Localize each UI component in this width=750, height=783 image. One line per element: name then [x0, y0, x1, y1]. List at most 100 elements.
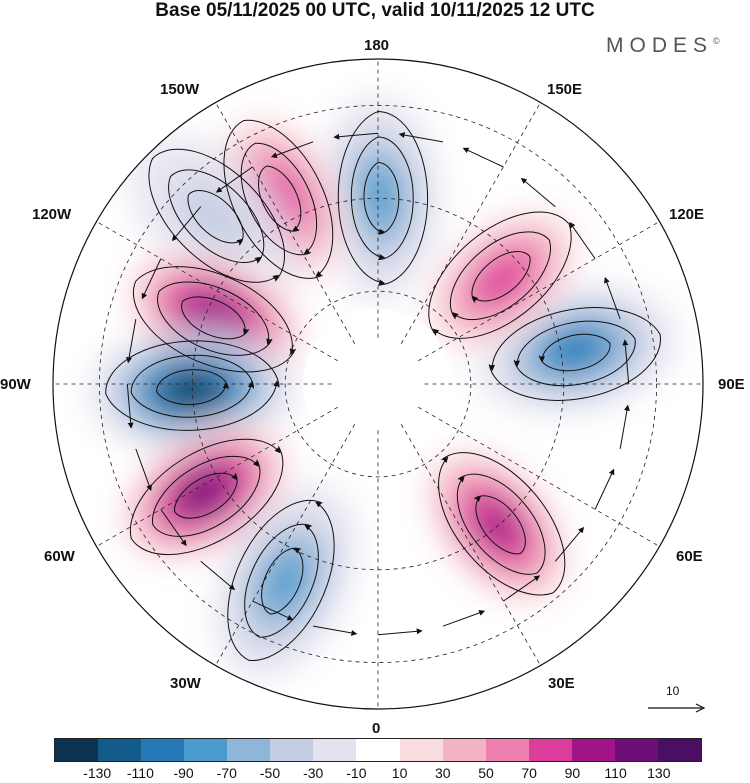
meridian-line	[215, 424, 356, 666]
colorbar-tick-label: -70	[216, 765, 237, 781]
wind-arrow	[141, 258, 162, 300]
meridian-line	[96, 406, 338, 547]
wind-arrow	[252, 600, 294, 621]
streamline	[181, 296, 249, 340]
wind-arrow	[604, 276, 621, 320]
streamline	[105, 340, 280, 431]
colorbar-bin	[98, 739, 142, 761]
meridian-line	[400, 102, 541, 344]
colorbar-bin	[485, 739, 529, 761]
streamline	[157, 281, 273, 356]
lon-label-90w: 90W	[0, 376, 31, 393]
colorbar-tick-label: -130	[83, 765, 112, 781]
streamline	[223, 119, 334, 279]
vector-reference-label: 10	[666, 684, 680, 698]
lon-label-60e: 60E	[676, 548, 703, 565]
wind-arrow	[622, 339, 630, 385]
colorbar-bin	[227, 739, 271, 761]
colorbar-bin	[614, 739, 658, 761]
wind-arrow	[554, 526, 585, 562]
wind-arrow	[270, 141, 314, 158]
colorbar-bin	[184, 739, 228, 761]
colorbar-bin	[657, 739, 701, 761]
lon-label-120e: 120E	[669, 206, 705, 223]
brand-text: MODES	[606, 34, 714, 57]
meridian-line	[215, 102, 356, 344]
polar-cap	[303, 309, 453, 459]
streamline	[438, 452, 566, 596]
streamline	[261, 547, 304, 615]
lon-label-120w: 120W	[32, 206, 72, 223]
colorbar-tick-label: 70	[521, 765, 537, 781]
graticule	[53, 59, 703, 709]
lon-label-90e: 90E	[718, 376, 745, 393]
colorbar-tick-label: -10	[346, 765, 367, 781]
lon-label-30w: 30W	[170, 675, 201, 692]
lon-label-0: 0	[372, 720, 381, 737]
streamline	[187, 190, 244, 246]
anomaly-field	[53, 59, 703, 709]
wind-arrow	[313, 625, 358, 636]
vector-reference-arrow	[648, 703, 706, 713]
streamline	[130, 354, 255, 418]
streamline	[363, 162, 400, 235]
colorbar-bin	[356, 739, 400, 761]
wind-arrow	[462, 147, 504, 168]
wind-arrow	[398, 132, 443, 143]
wind-arrow	[135, 448, 152, 492]
colorbar-bin	[442, 739, 486, 761]
registered-mark: ©	[713, 36, 720, 46]
colorbar-bin	[55, 739, 99, 761]
wind-arrow	[503, 575, 541, 602]
lon-label-30e: 30E	[548, 675, 575, 692]
wind-arrow	[333, 132, 379, 140]
streamline	[471, 251, 531, 303]
colorbar-tick-label: -50	[259, 765, 281, 781]
latitude-circle	[284, 290, 472, 478]
streamline	[132, 266, 296, 373]
streamline	[350, 136, 414, 261]
colorbar-bin	[528, 739, 572, 761]
lon-label-150w: 150W	[160, 81, 200, 98]
wind-arrow	[160, 509, 187, 547]
streamline	[538, 333, 611, 372]
colorbar-tick-label: -90	[173, 765, 194, 781]
wind-arrow	[594, 468, 615, 510]
streamline	[488, 307, 661, 401]
streamline	[129, 438, 284, 556]
wind-arrow	[126, 383, 134, 429]
colorbar-tick-label: 10	[391, 765, 408, 781]
streamline	[152, 455, 261, 537]
colorbar-tick-label: 110	[604, 765, 627, 781]
colorbar-tick-label: 90	[564, 765, 581, 781]
wind-arrow	[377, 628, 423, 636]
meridian-line	[400, 424, 541, 666]
streamline	[168, 169, 265, 264]
wind-arrow	[215, 166, 253, 193]
wind-arrow	[569, 221, 596, 259]
streamline	[456, 473, 546, 575]
modes-logo: MODES©	[606, 34, 720, 58]
colorbar-labels: -130 -110 -90 -70 -50 -30 -10 10 30 50 70 90 110 130	[0, 765, 750, 783]
wind-arrow	[520, 177, 556, 208]
lon-label-150e: 150E	[547, 81, 583, 98]
map-title: Base 05/11/2025 00 UTC, valid 10/11/2025…	[155, 0, 595, 21]
colorbar-bin	[399, 739, 443, 761]
streamline	[449, 231, 551, 321]
meridian-line	[418, 406, 660, 547]
streamline	[240, 142, 318, 256]
colorbar	[54, 738, 702, 762]
colorbar-bin	[313, 739, 357, 761]
streamline	[244, 523, 319, 638]
streamline	[428, 211, 572, 339]
streamline	[156, 369, 229, 406]
streamline	[173, 472, 238, 519]
wind-arrow	[171, 206, 202, 242]
colorbar-tick-label: 50	[478, 765, 494, 781]
streamline	[337, 111, 429, 286]
streamline	[227, 499, 335, 662]
wind-arrow	[442, 610, 486, 627]
colorbar-tick-label: -30	[303, 765, 324, 781]
colorbar-bin	[141, 739, 185, 761]
